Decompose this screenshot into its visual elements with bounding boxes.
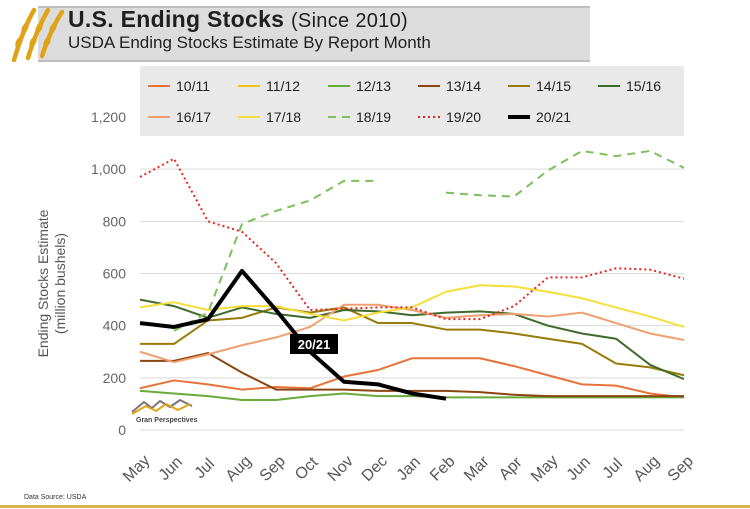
annotation-label: 20/21 <box>298 337 331 352</box>
chart-title: U.S. Ending Stocks (Since 2010) <box>68 6 408 33</box>
y-axis-label-units: (million bushels) <box>52 233 68 334</box>
title-band <box>38 6 590 62</box>
legend-label: 19/20 <box>446 109 481 125</box>
y-axis-label: Ending Stocks Estimate <box>35 209 51 357</box>
series-line-16-17 <box>139 303 685 364</box>
chart-subtitle: USDA Ending Stocks Estimate By Report Mo… <box>68 33 431 52</box>
x-tick-label: Aug <box>631 453 663 485</box>
x-tick-label: Oct <box>292 454 322 484</box>
chart-title-main: U.S. Ending Stocks <box>68 6 285 32</box>
series-line-14-15 <box>140 306 685 377</box>
chart-title-paren: (Since 2010) <box>290 10 408 32</box>
series-line-15-16 <box>139 298 685 381</box>
series-line-10-11 <box>139 357 685 399</box>
series-line-18-19 <box>173 179 378 332</box>
y-tick-label: 1,200 <box>91 109 126 125</box>
brand-label: Gran Perspectives <box>136 417 198 424</box>
x-tick-label: Dec <box>359 453 391 485</box>
x-tick-label: Jan <box>394 454 424 484</box>
x-tick-label: Sep <box>665 453 697 485</box>
series-line-17-18 <box>139 284 685 328</box>
x-tick-label: Jun <box>156 454 186 484</box>
legend-label: 16/17 <box>176 109 211 125</box>
y-tick-label: 0 <box>118 422 126 438</box>
x-tick-label: Aug <box>223 453 255 485</box>
x-tick-label: May <box>120 452 153 485</box>
legend-label: 20/21 <box>536 109 571 125</box>
series-line-13-14 <box>140 352 684 398</box>
y-tick-label: 600 <box>103 266 127 282</box>
x-tick-label: Mar <box>461 453 493 485</box>
legend-label: 14/15 <box>536 78 571 94</box>
legend-box <box>140 66 684 136</box>
legend-label: 15/16 <box>626 78 661 94</box>
y-tick-label: 800 <box>103 213 127 229</box>
series-line-19-20 <box>139 157 685 321</box>
x-tick-label: Jul <box>192 456 218 482</box>
x-tick-label: Nov <box>325 453 357 485</box>
legend-label: 11/12 <box>266 78 300 94</box>
series-line-18-19 <box>445 149 685 198</box>
data-source: Data Source: USDA <box>24 494 87 501</box>
legend-label: 18/19 <box>356 109 391 125</box>
legend-label: 17/18 <box>266 109 301 125</box>
x-tick-label: Feb <box>427 453 459 485</box>
legend-label: 13/14 <box>446 78 481 94</box>
x-tick-label: May <box>528 452 561 485</box>
y-tick-label: 1,000 <box>91 161 126 177</box>
y-tick-label: 400 <box>103 318 127 334</box>
x-tick-label: Sep <box>257 453 289 485</box>
series-line-12-13 <box>139 389 684 402</box>
x-tick-label: Jul <box>600 456 626 482</box>
x-tick-label: Jun <box>564 454 594 484</box>
annotation-box <box>290 334 338 354</box>
y-tick-label: 200 <box>103 370 127 386</box>
x-tick-label: Apr <box>496 454 526 484</box>
legend-label: 10/11 <box>176 78 210 94</box>
bottom-rule <box>0 505 750 508</box>
wheat-logo-icon <box>11 7 65 62</box>
gran-perspectives-logo-icon <box>131 398 193 415</box>
legend-label: 12/13 <box>356 78 391 94</box>
series-line-20-21 <box>139 268 447 401</box>
